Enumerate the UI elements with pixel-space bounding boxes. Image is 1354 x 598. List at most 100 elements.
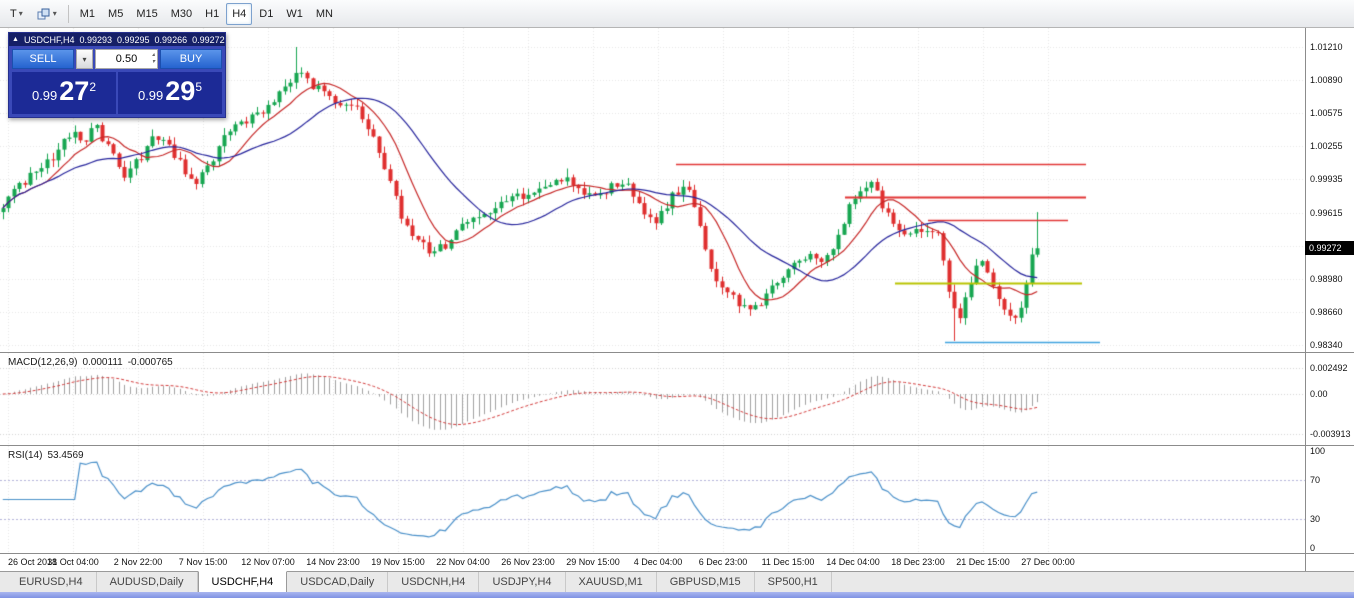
current-price-badge: 0.99272: [1305, 241, 1354, 256]
timeframe-button-d1[interactable]: D1: [259, 7, 274, 20]
chart-tab[interactable]: USDCHF,H4: [197, 571, 288, 592]
panel-separator[interactable]: [0, 352, 1354, 353]
time-axis-label: 6 Dec 23:00: [698, 557, 748, 567]
sell-button[interactable]: SELL: [12, 49, 74, 69]
bid-point: 2: [89, 80, 97, 94]
time-axis-label: 31 Oct 04:00: [47, 557, 99, 567]
volume-input[interactable]: 0.50 ▴ ▾: [95, 49, 158, 69]
rsi-axis-label: 30: [1310, 513, 1321, 524]
rsi-axis-label: 0: [1310, 543, 1316, 553]
macd-title: MACD(12,26,9): [8, 357, 78, 368]
template-icon: T: [10, 7, 17, 20]
chart-tab[interactable]: AUDUSD,Daily: [97, 572, 198, 592]
price-axis-label: 0.99615: [1310, 207, 1343, 218]
chart-toolbar: T ▾ ▾ M1 M5 M15 M30 H1 H4 D1 W1 MN: [0, 0, 1354, 28]
time-axis-label: 14 Nov 23:00: [306, 557, 360, 567]
chart-tab[interactable]: USDJPY,H4: [479, 572, 566, 592]
time-axis-label: 4 Dec 04:00: [633, 557, 683, 567]
toolbar-separator: [67, 4, 69, 23]
time-axis-label: 22 Nov 04:00: [436, 557, 490, 567]
window-bottom-edge: [0, 592, 1354, 598]
symbol-ohlc-readout: ▲ USDCHF,H4 0.99293 0.99295 0.99266 0.99…: [9, 33, 225, 46]
macd-main-value: 0.000111: [82, 357, 123, 368]
macd-axis-label: 0.002492: [1310, 363, 1348, 374]
macd-axis-label: -0.003913: [1310, 429, 1351, 440]
spinner-up-icon[interactable]: ▴: [151, 52, 155, 58]
one-click-trading-panel: ▲ USDCHF,H4 0.99293 0.99295 0.99266 0.99…: [8, 32, 226, 118]
chart-tab[interactable]: USDCAD,Daily: [287, 572, 389, 592]
order-entry-row: SELL ▾ 0.50 ▴ ▾ BUY: [9, 46, 225, 72]
rsi-title: RSI(14): [8, 450, 43, 461]
chart-tab[interactable]: XAUUSD,M1: [566, 572, 657, 592]
time-axis-label: 14 Dec 04:00: [826, 557, 880, 567]
chevron-down-icon: ▾: [18, 9, 23, 18]
rsi-axis-label: 70: [1310, 475, 1321, 486]
timeframe-button-m15[interactable]: M15: [136, 7, 158, 20]
price-axis-label: 0.98980: [1310, 273, 1343, 284]
chart-tabs-bar: EURUSD,H4 AUDUSD,Daily USDCHF,H4 USDCAD,Dai…: [0, 571, 1354, 592]
chart-tab[interactable]: EURUSD,H4: [6, 572, 97, 592]
chevron-down-icon: ▾: [52, 9, 57, 18]
panel-separator: [0, 553, 1354, 554]
timeframe-button-h4[interactable]: H4: [226, 2, 253, 25]
time-axis-label: 2 Nov 22:00: [113, 557, 163, 567]
bid-pips: 27: [59, 76, 90, 106]
ask-point: 5: [195, 80, 203, 94]
bid-big-figure: 0.99: [31, 88, 58, 103]
ohlc-open: 0.99293: [79, 34, 112, 45]
drawing-tools-button[interactable]: ▾: [31, 3, 63, 25]
price-axis-label: 0.98340: [1310, 340, 1343, 351]
price-axis-label: 0.99935: [1310, 174, 1343, 185]
timeframe-button-w1[interactable]: W1: [286, 7, 303, 20]
time-axis-label: 29 Nov 15:00: [566, 557, 620, 567]
timeframe-button-mn[interactable]: MN: [315, 7, 333, 20]
ohlc-close: 0.99272: [192, 34, 225, 45]
price-axis-label: 1.00255: [1310, 141, 1343, 152]
panel-separator[interactable]: [0, 445, 1354, 446]
spinner-down-icon[interactable]: ▾: [151, 59, 155, 65]
ask-price-display[interactable]: 0.99 29 5: [118, 72, 222, 114]
rsi-axis-label: 100: [1310, 446, 1326, 456]
bid-ask-row: 0.99 27 2 0.99 29 5: [9, 72, 225, 117]
ohlc-high: 0.99295: [117, 34, 150, 45]
bid-price-display[interactable]: 0.99 27 2: [12, 72, 116, 114]
timeframe-button-m5[interactable]: M5: [108, 7, 124, 20]
symbol-label: USDCHF,H4: [23, 34, 75, 45]
time-axis-label: 27 Dec 00:00: [1021, 557, 1075, 567]
timeframe-button-m1[interactable]: M1: [79, 7, 96, 20]
time-axis-label: 26 Nov 23:00: [501, 557, 555, 567]
rsi-indicator-panel[interactable]: [0, 446, 1305, 553]
macd-label: MACD(12,26,9) 0.000111 -0.000765: [8, 357, 178, 368]
ohlc-low: 0.99266: [154, 34, 188, 45]
price-axis-label: 1.00890: [1310, 75, 1343, 86]
macd-axis-label: 0.00: [1310, 389, 1328, 399]
rsi-value: 53.4569: [47, 450, 84, 461]
timeframe-button-h1[interactable]: H1: [205, 7, 220, 20]
macd-indicator-panel[interactable]: [0, 353, 1305, 445]
time-axis-label: 19 Nov 15:00: [371, 557, 425, 567]
volume-spinner[interactable]: ▴ ▾: [152, 52, 155, 66]
macd-signal-value: -0.000765: [127, 357, 173, 368]
drawing-tools-icon: [37, 8, 50, 19]
price-axis-label: 0.98660: [1310, 306, 1343, 317]
buy-button[interactable]: BUY: [160, 49, 222, 69]
timeframe-button-m30[interactable]: M30: [170, 7, 193, 20]
time-axis-label: 21 Dec 15:00: [956, 557, 1010, 567]
chart-tab[interactable]: SP500,H1: [755, 572, 832, 592]
collapse-panel-icon[interactable]: ▲: [12, 36, 19, 43]
timeframe-toolbar: M1 M5 M15 M30 H1 H4 D1 W1 MN: [74, 2, 339, 25]
chart-tab[interactable]: USDCNH,H4: [388, 572, 480, 592]
rsi-label: RSI(14) 53.4569: [8, 450, 89, 461]
price-axis-label: 1.00575: [1310, 107, 1343, 118]
volume-dropdown[interactable]: ▾: [76, 49, 93, 69]
price-axis-label: 1.01210: [1310, 42, 1343, 52]
time-axis-label: 18 Dec 23:00: [891, 557, 945, 567]
chart-tab[interactable]: GBPUSD,M15: [657, 572, 755, 592]
ask-big-figure: 0.99: [137, 88, 164, 103]
template-button[interactable]: T ▾: [4, 3, 29, 25]
price-axis-border: [1305, 28, 1306, 571]
chevron-down-icon: ▾: [82, 54, 87, 64]
volume-value: 0.50: [115, 53, 138, 65]
time-axis-label: 7 Nov 15:00: [178, 557, 228, 567]
